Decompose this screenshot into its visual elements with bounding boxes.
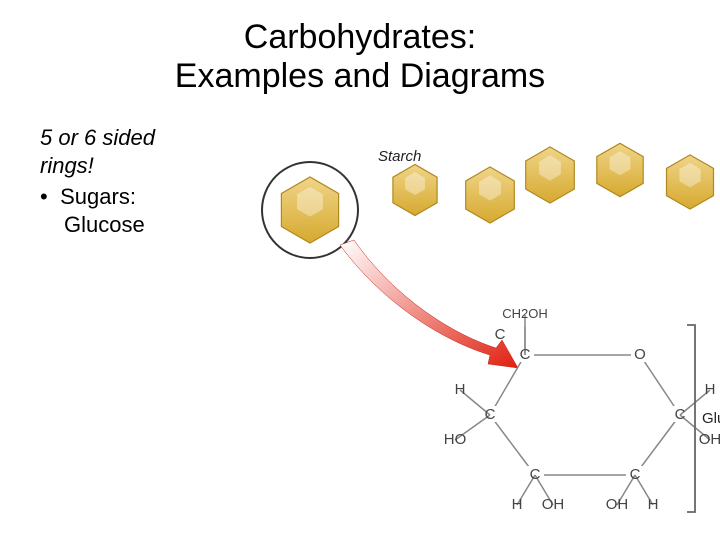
label-glucose: Glu — [702, 410, 720, 427]
arrow-icon — [340, 240, 518, 368]
body-italic-1: 5 or 6 sided — [40, 124, 240, 152]
diagram-area: Starch Glu COCCCCCH2OHCHHOHOHOHHHOH — [240, 140, 720, 540]
atom-label: OH — [698, 431, 720, 448]
atom-label: C — [523, 466, 547, 483]
body-bullet: • Sugars: — [40, 183, 240, 211]
bullet-marker: • — [40, 183, 54, 211]
hexagon-group — [281, 143, 713, 243]
atom-label: OH — [541, 496, 565, 513]
atom-label: H — [698, 381, 720, 398]
slide: Carbohydrates: Examples and Diagrams 5 o… — [0, 0, 720, 540]
body-text: 5 or 6 sided rings! • Sugars: Glucose — [40, 124, 240, 238]
atom-label: O — [628, 346, 652, 363]
title-line-1: Carbohydrates: — [244, 18, 476, 56]
bullet-text: Sugars: — [60, 184, 136, 209]
atom-label: C — [478, 406, 502, 423]
title-line-2: Examples and Diagrams — [175, 57, 545, 95]
atom-label: H — [505, 496, 529, 513]
atom-label: C — [623, 466, 647, 483]
atom-label: C — [513, 346, 537, 363]
atom-label: H — [448, 381, 472, 398]
hexagon-chain-svg — [240, 140, 720, 540]
atom-label: OH — [605, 496, 629, 513]
bullet-sub: Glucose — [64, 211, 240, 239]
atom-label: C — [668, 406, 692, 423]
atom-label: CH2OH — [500, 306, 550, 321]
atom-label: HO — [443, 431, 467, 448]
body-italic-2: rings! — [40, 152, 240, 180]
slide-title: Carbohydrates: Examples and Diagrams — [0, 18, 720, 96]
atom-label: H — [641, 496, 665, 513]
label-starch: Starch — [378, 148, 421, 165]
atom-label: C — [488, 326, 512, 343]
